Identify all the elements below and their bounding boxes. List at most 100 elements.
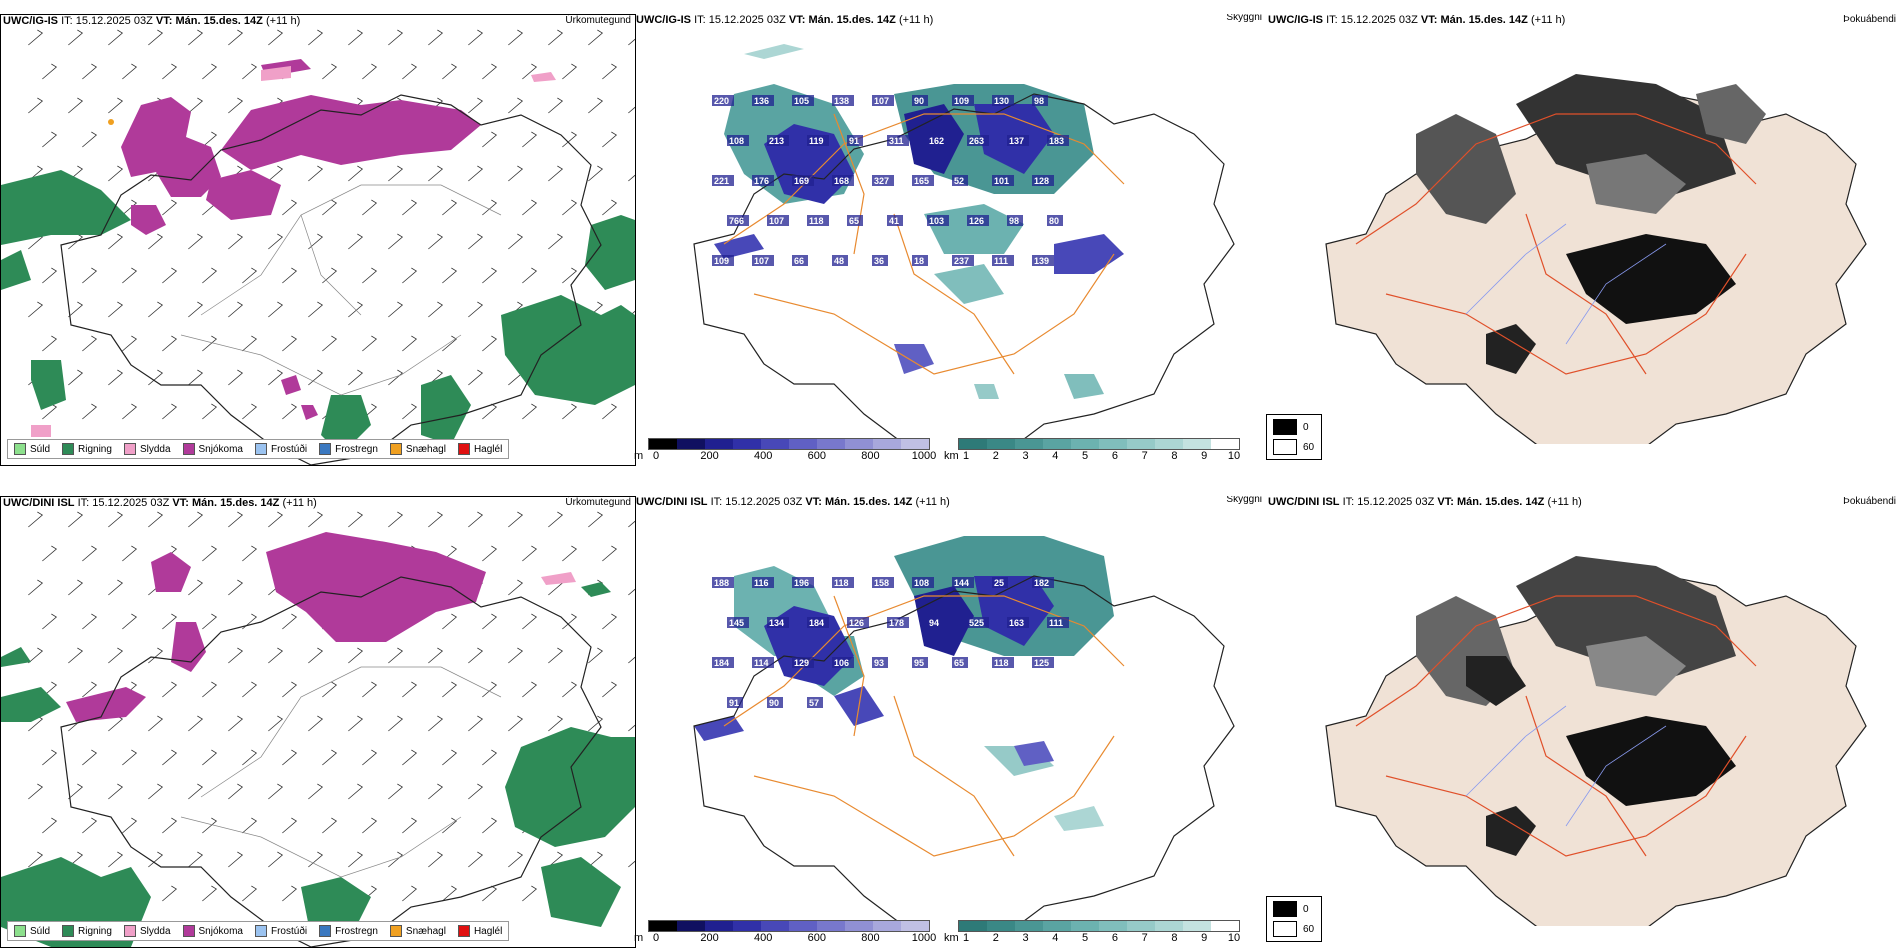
colorbar-tick-label: 6 <box>1111 450 1118 462</box>
wind-barb <box>148 647 164 664</box>
colorbar-unit: km <box>944 450 959 462</box>
legend-swatch <box>319 925 332 937</box>
cloud-base-label: 144 <box>954 578 969 588</box>
cloud-base-label-bg <box>1032 577 1054 588</box>
wind-barb <box>628 520 635 528</box>
colorbar-tick-label: 600 <box>807 450 826 462</box>
fog-legend-top: 0 60 <box>1266 414 1322 460</box>
cloud-base-label-bg <box>967 617 989 628</box>
model-name: UWC/DINI ISL <box>636 496 708 508</box>
wind-barb <box>108 29 124 46</box>
cloud-base-label-bg <box>727 215 749 226</box>
cloud-base-label: 138 <box>834 96 849 106</box>
visibility-map-bottom: 188 116 196 118 158 108 144 25 182 145 134 184 126 17… <box>693 536 1235 926</box>
cloud-base-label: 129 <box>794 658 809 668</box>
wind-barb <box>42 613 58 630</box>
wind-barb <box>388 301 404 318</box>
wind-barb <box>202 131 218 148</box>
coastline <box>60 576 602 947</box>
wind-barb <box>268 29 284 46</box>
wind-barb <box>628 724 635 732</box>
colorbar-segment <box>1155 439 1183 449</box>
wind-barb <box>28 647 44 664</box>
fog-areas <box>1416 556 1736 856</box>
cloud-base-label: 66 <box>794 256 804 266</box>
wind-barb <box>122 403 138 420</box>
wind-barb <box>68 29 84 46</box>
cloud-base-label: 91 <box>729 698 739 708</box>
wind-barb <box>42 335 58 352</box>
wind-barb <box>242 267 258 284</box>
wind-barb <box>148 369 164 386</box>
wind-barb <box>228 783 244 800</box>
wind-barb <box>428 29 444 46</box>
cloud-base-label-bg <box>912 175 934 186</box>
cloud-base-label-bg <box>912 255 928 266</box>
wind-barb <box>508 233 524 250</box>
cloud-base-label: 188 <box>714 578 729 588</box>
legend-item: Snjókoma <box>182 443 243 455</box>
cloud-base-label: 95 <box>914 658 924 668</box>
visibility-title: Skyggni <box>1226 14 1262 23</box>
cloud-base-label: 237 <box>954 256 969 266</box>
wind-barb <box>468 783 484 800</box>
precip-type-map-top <box>1 29 635 465</box>
legend-swatch <box>254 443 267 455</box>
wind-barb <box>388 511 404 528</box>
wind-barb <box>562 131 578 148</box>
wind-barb <box>522 613 538 630</box>
cloud-base-label: 90 <box>914 96 924 106</box>
wind-barb <box>402 267 418 284</box>
cloud-base-label: 128 <box>1034 176 1049 186</box>
wind-barb <box>388 29 404 46</box>
wind-barb <box>482 403 498 420</box>
colorbar-segment <box>1183 439 1211 449</box>
wind-barb <box>402 885 418 902</box>
wind-barb <box>562 613 578 630</box>
wind-barb <box>108 301 124 318</box>
legend-item: Súld <box>14 443 50 455</box>
cloud-base-label: 18 <box>914 256 924 266</box>
legend-label: Haglél <box>473 925 503 937</box>
wind-barb <box>242 817 258 834</box>
wind-barb <box>348 29 364 46</box>
wind-barb <box>468 165 484 182</box>
wind-barb <box>82 267 98 284</box>
wind-barb <box>428 647 444 664</box>
cloud-base-label: 108 <box>729 136 744 146</box>
vt-label: VT: <box>1437 496 1454 508</box>
wind-barb <box>148 511 164 528</box>
cloud-base-label-bg <box>712 255 734 266</box>
cloud-base-label-bg <box>807 135 829 146</box>
cloud-base-label-bg <box>1032 95 1048 106</box>
wind-barb <box>482 545 498 562</box>
colorbar-tick-label: 400 <box>754 932 773 944</box>
cloud-base-label: 80 <box>1049 216 1059 226</box>
wind-barb <box>242 545 258 562</box>
wind-barb <box>628 38 635 46</box>
cloud-base-label-bg <box>912 657 928 668</box>
colorbar-segment <box>873 439 901 449</box>
legend-item: Slydda <box>123 443 171 455</box>
cloud-base-label-bg <box>952 577 974 588</box>
precip-type-title: Úrkomutegund <box>565 15 631 26</box>
legend-item: Rigning <box>62 925 112 937</box>
cloud-base-label-bg <box>792 255 808 266</box>
fog-map-top <box>1325 74 1867 444</box>
wind-barb <box>602 545 618 562</box>
wind-barb <box>428 783 444 800</box>
colorbar-tick-label: 800 <box>861 932 880 944</box>
wind-barb <box>468 97 484 114</box>
wind-barb <box>322 335 338 352</box>
wind-barb <box>28 851 44 868</box>
colorbar-strip <box>648 920 930 932</box>
cloud-base-label: 111 <box>994 256 1008 266</box>
wind-barb <box>268 647 284 664</box>
cloud-base-label-bg <box>872 255 888 266</box>
visibility-colorbar: km 1 2 3 4 5 6 7 8 9 10 <box>944 438 1244 464</box>
wind-barb <box>282 749 298 766</box>
wind-barb <box>322 817 338 834</box>
wind-barb <box>28 783 44 800</box>
it-value: 15.12.2025 03Z <box>708 14 786 26</box>
colorbar-segment <box>705 921 733 931</box>
